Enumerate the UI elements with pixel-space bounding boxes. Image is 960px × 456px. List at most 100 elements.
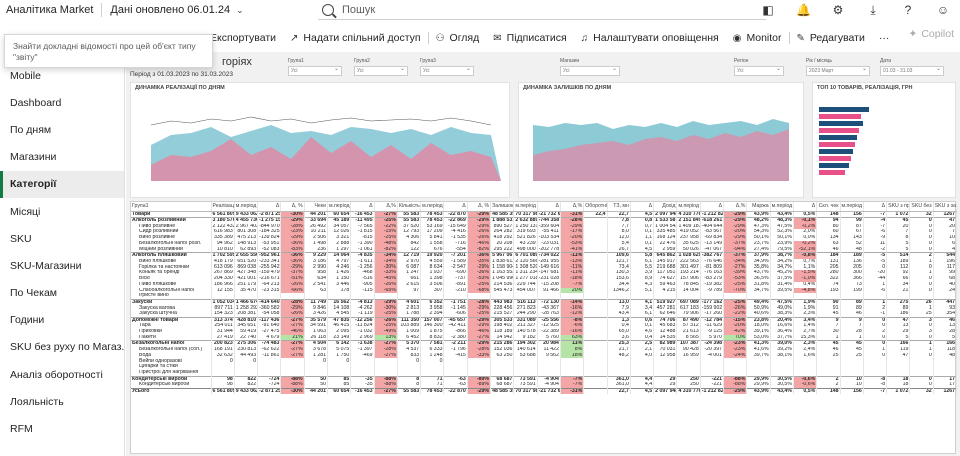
table-row[interactable]: Вейпи одноразові 0 0 0 0 0 0 [131, 358, 958, 365]
sidebar-item[interactable]: RFM [10, 423, 33, 436]
column-header[interactable]: м.період [513, 202, 538, 212]
overview-button[interactable]: ⚇ Огляд [429, 32, 487, 44]
sidebar-item[interactable]: Лояльність [10, 395, 64, 408]
table-row[interactable]: Кондитерські вироби 98 822 -724 -88% 50 85 -35-… [131, 382, 958, 389]
sales-by-day-chart[interactable]: ДИНАМІКА РЕАЛІЗАЦІЇ ПО ДНЯМ [130, 82, 510, 198]
column-header[interactable]: Δ [863, 202, 888, 212]
table-row[interactable]: Безалкогольні напої розл. 94 962 148 913 -5… [131, 240, 958, 247]
sidebar-item[interactable]: Магазини [10, 151, 57, 164]
table-row[interactable]: Вода 32 632 44 493 -11 861 -27% 1 281 1 750 -46… [131, 352, 958, 359]
slicer-group2[interactable]: Група2 Усі [354, 58, 408, 80]
sidebar-item[interactable]: Dashboard [10, 96, 62, 109]
slicer-store[interactable]: Магазин Усі [560, 58, 620, 80]
alerts-button[interactable]: ♫ Налаштувати оповіщення [574, 32, 726, 44]
slicer-dropdown[interactable]: Усі [420, 65, 474, 76]
search-input[interactable]: Пошук [318, 0, 766, 20]
column-header[interactable]: Скл. чек [816, 202, 841, 212]
sidebar-item[interactable]: SKU без руху по Магаз... [10, 341, 124, 354]
column-header[interactable]: Чеки [304, 202, 328, 212]
column-header[interactable]: м.період [676, 202, 701, 212]
column-header[interactable]: Залишок, грн [490, 202, 515, 212]
column-header[interactable]: Δ [537, 202, 561, 212]
sidebar-item[interactable]: По дням [10, 123, 52, 136]
column-header[interactable]: Маржа [746, 202, 771, 212]
sidebar-item[interactable]: Mobile [10, 69, 41, 82]
share-button[interactable]: ↗ Надати спільний доступ [283, 32, 428, 44]
gear-icon[interactable]: ⚙ [832, 3, 844, 17]
column-header[interactable]: Кількість, шт [397, 202, 422, 212]
table-row[interactable]: Кондитерські вироби 98 822 -724 -88% 50 85 -35-… [131, 375, 958, 383]
column-header[interactable]: Δ [630, 202, 655, 212]
column-header[interactable]: м.період [234, 202, 259, 212]
slicer-dropdown[interactable]: Усі [288, 65, 342, 76]
slicer-dropdown[interactable]: 2023 Март [806, 65, 870, 76]
table-row[interactable]: Ігристе вино [131, 293, 958, 300]
column-header[interactable]: Δ [257, 202, 282, 212]
table-row[interactable]: Безалкогольні напої (сол.) 168 191 230 813… [131, 346, 958, 353]
subscribe-button[interactable]: ✉ Підписатися [486, 32, 573, 44]
table-row[interactable]: Коньяк та бренді 267 869 427 348 -159 479 -3… [131, 270, 958, 277]
column-header[interactable]: Δ,% [560, 202, 585, 212]
table-row[interactable]: Пристрої для нагрівання [131, 370, 958, 377]
table-row[interactable]: Безалкогольні напої 200 823 275 306 -74 483… [131, 340, 958, 347]
column-header[interactable]: Δ [700, 202, 725, 212]
sidebar-item[interactable]: Місяці [10, 205, 41, 218]
download-icon[interactable]: ⤓ [870, 3, 876, 17]
column-header[interactable]: м.період [770, 202, 794, 212]
sidebar-item[interactable]: Категорії [0, 170, 124, 198]
table-row[interactable]: Закуска штучна 154 323 208 381 -54 058 -26% 3… [131, 311, 958, 318]
column-header[interactable]: SKU без продажу [909, 202, 934, 212]
slicer-date[interactable]: Дата 01.03 - 31.03 [880, 58, 944, 80]
bell-icon[interactable]: 🔔 [796, 3, 811, 17]
column-header[interactable]: Δ [793, 202, 818, 212]
sidebar-item[interactable]: SKU [10, 232, 32, 245]
column-header[interactable]: Група1 [131, 202, 212, 212]
column-header[interactable]: м.період [420, 202, 445, 212]
column-header[interactable]: Оборотність, дн [583, 202, 608, 212]
table-row[interactable]: Міцний розливний 10 810 62 893 -52 083 -83% 2… [131, 246, 958, 253]
column-header[interactable]: Дохід [653, 202, 678, 212]
column-header[interactable]: Δ,% [723, 202, 748, 212]
slicer-dropdown[interactable]: Усі [734, 65, 784, 76]
column-header[interactable]: м.період [840, 202, 864, 212]
column-header[interactable]: м.період [327, 202, 352, 212]
sidebar-item[interactable]: SKU-Магазини [10, 259, 82, 272]
slicer-year-month[interactable]: Рік / місяць 2023 Март [806, 58, 870, 80]
chevron-down-icon[interactable]: ⌄ [236, 4, 244, 15]
slicer-group3[interactable]: Група3 Усі [420, 58, 474, 80]
column-header[interactable]: SKU з продажами [886, 202, 911, 212]
stock-by-day-chart[interactable]: ДИНАМІКА ЗАЛИШКІВ ПО ДНЯМ [518, 82, 804, 198]
data-updated-label[interactable]: Дані оновлено 06.01.24 [110, 4, 231, 16]
sidebar-item[interactable]: Аналіз оборотності [10, 368, 103, 381]
more-button[interactable]: ··· [878, 32, 890, 44]
export-button[interactable]: Експортувати [126, 32, 283, 44]
panel-toggle-icon[interactable]: ◧ [762, 3, 774, 17]
column-header[interactable]: Δ [443, 202, 468, 212]
table-row[interactable]: Допоміжні товари 313 374 428 810 -117 436 -2… [131, 316, 958, 324]
table-row[interactable]: Вино розливне 335 389 475 213 -139 824 -29% 2… [131, 235, 958, 241]
monitor-button[interactable]: ◉ Monitor [726, 32, 789, 44]
table-row[interactable]: Цигарки та стіки [131, 364, 958, 371]
table-row[interactable]: Алкоголь пляшковий 1 702 595 2 655 556 -952… [131, 252, 958, 259]
user-icon[interactable]: ☺ [936, 3, 950, 17]
table-row[interactable]: Сидр розливний 616 983 801 308 -184 325 -23%… [131, 229, 958, 236]
slicer-dropdown[interactable]: Усі [354, 65, 408, 76]
copilot-button[interactable]: ✦ Copilot [909, 28, 955, 40]
table-row[interactable]: Слабоалкогольні напої 12 155 35 470 -23 315… [131, 287, 958, 294]
table-row[interactable]: Алкоголь розливний 3 180 576 4 455 730 -1 2… [131, 217, 958, 224]
column-header[interactable]: Δ,% [374, 202, 398, 212]
app-name[interactable]: Аналітика Market [6, 4, 94, 16]
table-row[interactable]: Тара 254 011 345 651 -91 640 -27% 34 591 46 41… [131, 323, 958, 330]
sidebar-item[interactable]: По Чекам [10, 287, 58, 300]
table-row[interactable]: Приховки 31 944 59 419 -27 475 -46% 1 063 2 09… [131, 329, 958, 335]
column-header[interactable]: Реалізація, грн [211, 202, 235, 212]
column-header[interactable]: SKU з залишком [933, 202, 958, 212]
table-row[interactable]: Віскі 204 330 421 001 -216 671 -51% 634 1 150-… [131, 276, 958, 282]
column-header[interactable]: Δ [350, 202, 375, 212]
help-icon[interactable]: ? [904, 3, 912, 17]
slicer-region[interactable]: Регіон Усі [734, 58, 784, 80]
column-header[interactable]: Δ, % [280, 202, 305, 212]
